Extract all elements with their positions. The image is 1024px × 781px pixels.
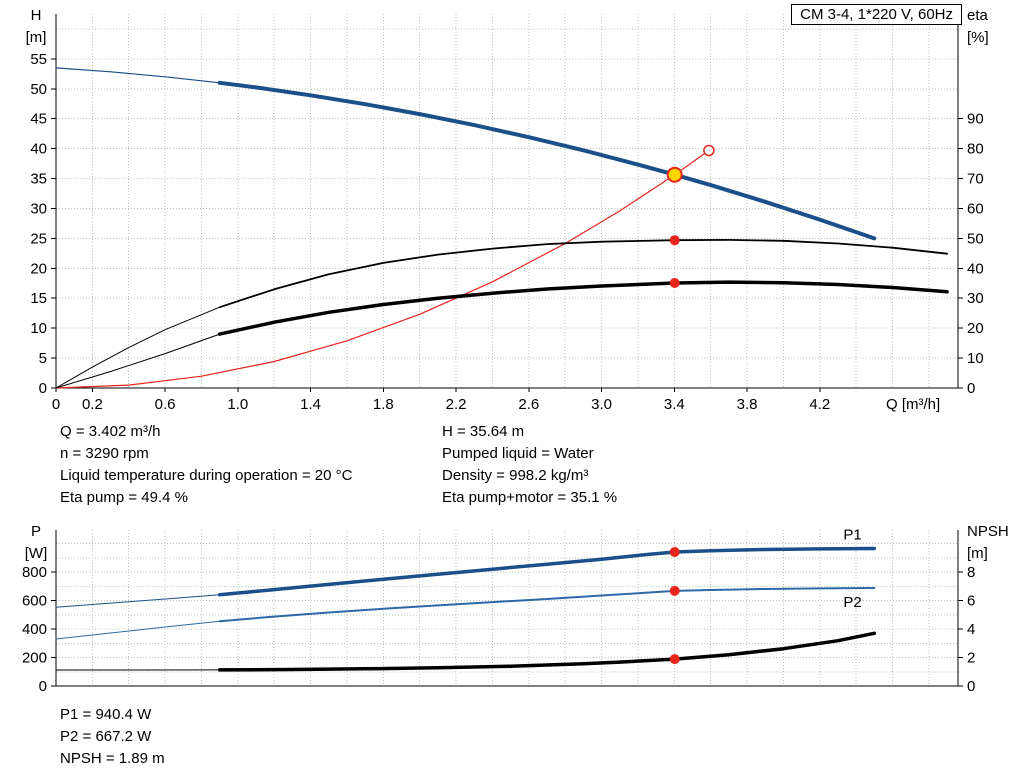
h-curve xyxy=(55,67,877,241)
hq-chart-axes xyxy=(51,14,963,392)
p2-point xyxy=(669,585,680,596)
hq-chart-grid xyxy=(56,14,958,388)
power-npsh-chart-grid xyxy=(56,530,958,686)
power-npsh-chart-yleft-tick-label: 200 xyxy=(22,650,47,667)
hq-chart-x-tick-label: 0.2 xyxy=(82,396,103,413)
hq-chart-x-tick-label: 2.2 xyxy=(446,396,467,413)
npsh-point xyxy=(669,654,680,665)
result-p2-value: P2 = 667.2 W xyxy=(60,728,152,745)
operating-point-left-column: Q = 3.402 m³/h n = 3290 rpm Liquid tempe… xyxy=(60,421,352,509)
op-flow-value: Q = 3.402 m³/h xyxy=(60,423,161,440)
npsh-curve xyxy=(55,631,877,672)
hq-chart-yleft-axis-title: H xyxy=(31,7,42,24)
eta-pump-motor-curve xyxy=(55,280,949,389)
hq-chart-yleft-tick-label: 35 xyxy=(30,171,47,188)
power-npsh-chart-yleft-tick-label: 400 xyxy=(22,621,47,638)
p2-label: P2 xyxy=(843,594,861,611)
hq-chart-x-tick-label: 1.0 xyxy=(227,396,248,413)
power-npsh-chart-yright-tick-label: 6 xyxy=(967,593,975,610)
power-npsh-chart-yright-tick-label: 4 xyxy=(967,621,975,638)
hq-chart-x-axis-title: Q [m³/h] xyxy=(886,396,940,413)
result-p1-value: P1 = 940.4 W xyxy=(60,706,152,723)
hq-chart-yleft-tick-label: 40 xyxy=(30,141,47,158)
p1-curve xyxy=(55,546,877,608)
power-npsh-chart-yright-axis-title: NPSH xyxy=(967,523,1009,540)
hq-chart-yright-tick-label: 60 xyxy=(967,200,984,217)
power-npsh-chart-yright-tick-label: 8 xyxy=(967,564,975,581)
hq-chart-x-tick-label: 3.4 xyxy=(664,396,685,413)
hq-chart-yright-axis-title: eta xyxy=(967,7,989,24)
hq-chart-yright-axis-title: [%] xyxy=(967,29,989,46)
hq-chart-yleft-tick-label: 15 xyxy=(30,290,47,307)
op-eta-pump-value: Eta pump = 49.4 % xyxy=(60,489,188,506)
system-curve xyxy=(55,149,710,389)
p1-point xyxy=(669,547,680,557)
result-npsh-value: NPSH = 1.89 m xyxy=(60,750,165,767)
hq-chart-x-tick-label: 0 xyxy=(52,396,60,413)
power-npsh-chart-yleft-axis-title: P xyxy=(31,523,41,540)
hq-chart-x-tick-label: 3.8 xyxy=(737,396,758,413)
operating-point-right-column: H = 35.64 m Pumped liquid = Water Densit… xyxy=(442,421,617,509)
p1-label: P1 xyxy=(843,526,861,543)
hq-chart-yleft-axis-title: [m] xyxy=(26,29,47,46)
eta-pump-curve xyxy=(55,238,948,389)
hq-chart-yleft-tick-label: 0 xyxy=(39,380,47,397)
hq-chart-yright-tick-label: 30 xyxy=(967,290,984,307)
hq-chart-yleft-tick-label: 25 xyxy=(30,230,47,247)
op-pumped-liquid-value: Pumped liquid = Water xyxy=(442,445,594,462)
hq-chart-yright-tick-label: 10 xyxy=(967,350,984,367)
hq-chart-x-tick-label: 1.8 xyxy=(373,396,394,413)
requested-duty-point xyxy=(703,144,715,157)
power-npsh-chart-yleft-axis-title: [W] xyxy=(25,545,48,562)
hq-chart-yleft-tick-label: 45 xyxy=(30,111,47,128)
hq-chart-yleft-tick-label: 5 xyxy=(39,350,47,367)
hq-chart: 0 5 10 15 20 25 30 35 40 45 50 55 0 10 20 30 40 50 60 70 80 9… xyxy=(26,7,989,413)
op-speed-value: n = 3290 rpm xyxy=(60,445,149,462)
hq-chart-yleft-tick-label: 30 xyxy=(30,200,47,217)
pump-model-box: CM 3-4, 1*220 V, 60Hz xyxy=(791,4,962,25)
hq-chart-yright-tick-label: 0 xyxy=(967,380,975,397)
power-npsh-chart-yleft-tick-label: 0 xyxy=(39,678,47,695)
power-npsh-chart-yleft-tick-label: 600 xyxy=(22,593,47,610)
hq-chart-yright-tick-label: 80 xyxy=(967,141,984,158)
hq-chart-yright-tick-label: 20 xyxy=(967,320,984,337)
power-npsh-chart: 0 200 400 600 800 0 2 4 6 8 P [W] NPSH [m] P1 P2 xyxy=(22,523,1009,695)
power-npsh-chart-yright-tick-label: 2 xyxy=(967,650,975,667)
hq-chart-yright-tick-label: 70 xyxy=(967,171,984,188)
hq-chart-x-tick-label: 3.0 xyxy=(591,396,612,413)
duty-point[interactable] xyxy=(666,166,683,183)
pump-model-label: CM 3-4, 1*220 V, 60Hz xyxy=(800,6,953,23)
hq-chart-yleft-tick-label: 20 xyxy=(30,260,47,277)
hq-chart-yright-tick-label: 50 xyxy=(967,230,984,247)
hq-chart-yright-tick-label: 90 xyxy=(967,111,984,128)
eta-pump-motor-point xyxy=(669,278,680,288)
hq-chart-yleft-tick-label: 50 xyxy=(30,81,47,98)
hq-chart-yleft-tick-label: 55 xyxy=(30,51,47,68)
power-npsh-chart-yright-tick-label: 0 xyxy=(967,678,975,695)
power-npsh-chart-axes xyxy=(51,530,963,687)
op-density-value: Density = 998.2 kg/m³ xyxy=(442,467,589,484)
hq-chart-x-tick-label: 4.2 xyxy=(809,396,830,413)
op-head-value: H = 35.64 m xyxy=(442,423,525,440)
hq-chart-x-tick-label: 0.6 xyxy=(155,396,176,413)
op-liquid-temperature-value: Liquid temperature during operation = 20… xyxy=(60,467,353,484)
op-eta-pump-motor-value: Eta pump+motor = 35.1 % xyxy=(442,489,618,506)
hq-chart-yleft-tick-label: 10 xyxy=(30,320,47,337)
hq-chart-yright-tick-label: 40 xyxy=(967,260,984,277)
results-column: P1 = 940.4 W P2 = 667.2 W NPSH = 1.89 m xyxy=(60,704,165,770)
power-npsh-chart-yright-axis-title: [m] xyxy=(967,545,988,562)
eta-pump-point xyxy=(669,235,680,246)
p2-curve xyxy=(55,587,876,640)
hq-chart-x-tick-label: 2.6 xyxy=(518,396,539,413)
hq-chart-x-tick-label: 1.4 xyxy=(300,396,321,413)
power-npsh-chart-yleft-tick-label: 800 xyxy=(22,564,47,581)
